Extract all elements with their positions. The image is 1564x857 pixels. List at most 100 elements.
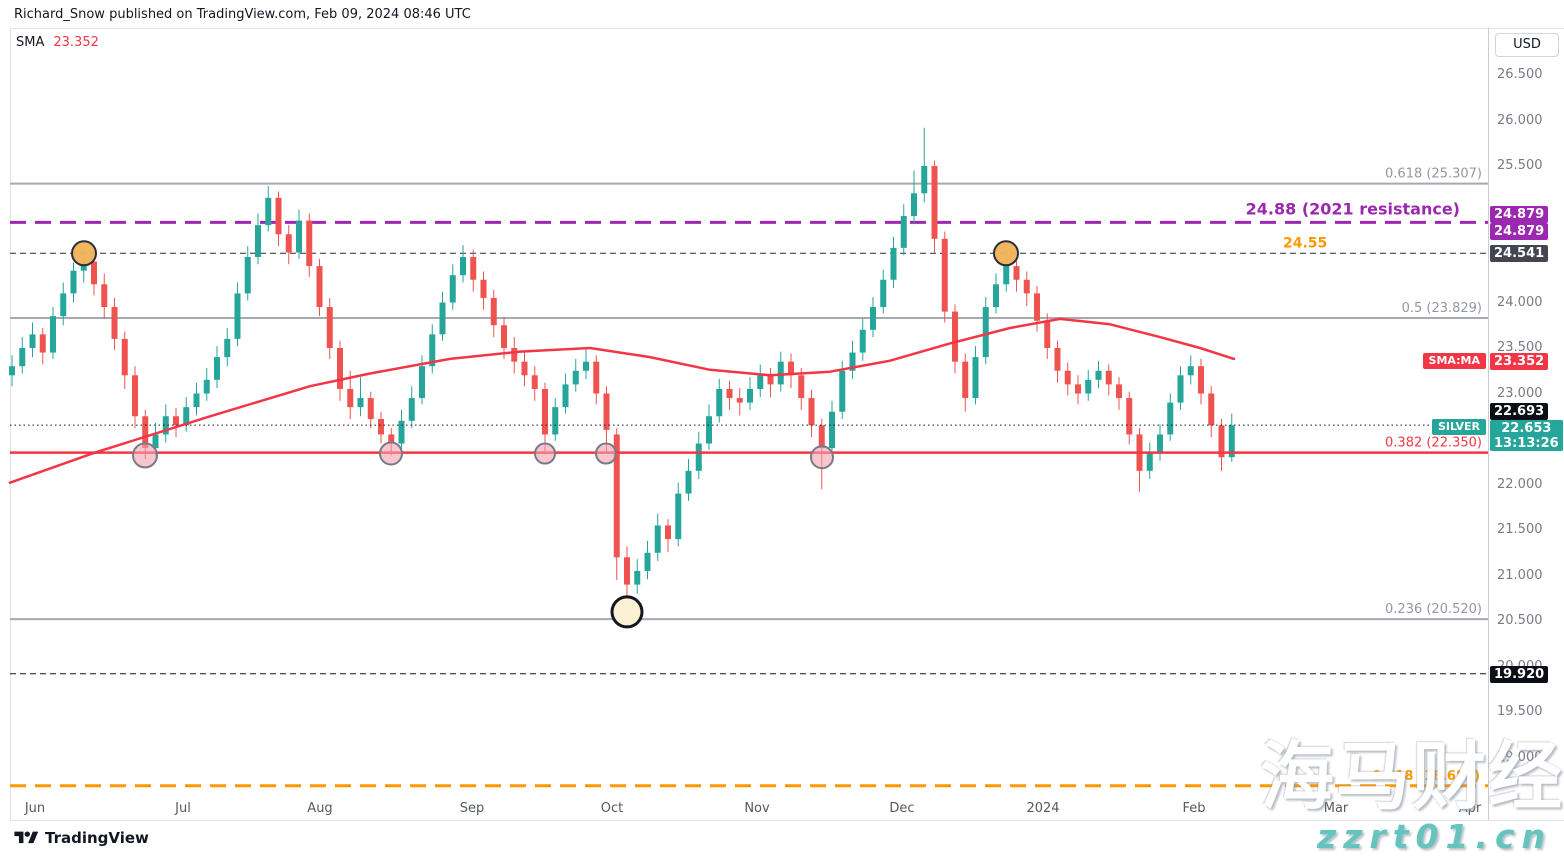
candle-body	[695, 443, 702, 471]
price-tick: 23.000	[1497, 385, 1543, 401]
time-axis-label: Oct	[600, 801, 624, 816]
axis-separator	[1488, 28, 1489, 820]
candle-body	[931, 166, 938, 239]
candle	[654, 513, 661, 561]
countdown-timer: 13:13:26	[1494, 436, 1559, 451]
candle-body	[1034, 293, 1040, 321]
candle-body	[624, 557, 630, 585]
candle-body	[9, 366, 15, 376]
levels-over	[10, 424, 1488, 454]
candle	[644, 540, 651, 580]
candle-body	[1208, 393, 1215, 426]
candle-body	[880, 279, 887, 308]
time-axis-label: Mar	[1323, 801, 1349, 816]
price-axis[interactable]: 26.500 26.000 25.500 24.000 23.500 23.000 22.0…	[1489, 28, 1564, 820]
candle	[285, 225, 292, 265]
candle	[183, 397, 190, 432]
time-axis-label: Dec	[889, 801, 915, 816]
footer-brand[interactable]: TradingView	[14, 829, 149, 847]
candle	[449, 264, 456, 310]
candle	[1157, 424, 1163, 461]
indicator-value: 23.352	[53, 35, 99, 50]
candle-body	[1157, 434, 1163, 453]
indicator-tag: SMA:MA	[1422, 353, 1486, 369]
candle	[1095, 360, 1102, 389]
candle-body	[890, 247, 897, 280]
candle-body	[839, 370, 846, 412]
candle	[870, 297, 876, 338]
candle-body	[1003, 266, 1010, 285]
candle	[193, 382, 200, 416]
price-tick: 19.000	[1497, 749, 1543, 765]
candle-body	[747, 388, 753, 403]
level-label-level-2455: 24.55	[1283, 235, 1327, 251]
candle-body	[706, 416, 712, 444]
time-axis[interactable]: Jun Jul Aug Sep Oct Nov Dec 2024 Feb Mar Apr	[10, 797, 1488, 820]
candle	[1126, 391, 1133, 445]
candle	[931, 160, 938, 253]
candle-body	[285, 234, 292, 253]
price-label-chip: 22.693	[1490, 403, 1549, 420]
candle-body	[972, 357, 979, 399]
candle-body	[429, 334, 436, 367]
symbol-tag: SILVER	[1431, 419, 1486, 435]
candle	[244, 246, 251, 301]
candle-body	[1218, 425, 1225, 458]
candle-body	[1116, 384, 1122, 399]
candle	[501, 317, 507, 359]
candle	[777, 351, 784, 392]
candle	[972, 346, 979, 405]
candle	[306, 213, 313, 278]
candle-body	[255, 225, 261, 257]
candle	[767, 368, 774, 398]
time-axis-label: Apr	[1458, 801, 1482, 816]
candle	[39, 327, 46, 365]
candle	[29, 322, 36, 358]
candle-body	[162, 416, 169, 435]
candle-body	[1095, 370, 1102, 380]
candle	[50, 307, 56, 359]
currency-button[interactable]: USD	[1495, 33, 1559, 57]
candle	[603, 386, 610, 453]
time-axis-label: 2024	[1026, 801, 1060, 816]
indicator-legend[interactable]: SMA 23.352	[16, 35, 99, 50]
candle-body	[736, 398, 743, 403]
candle-body	[583, 361, 589, 371]
candle-body	[460, 257, 466, 276]
candle-body	[398, 420, 405, 444]
candle	[398, 409, 405, 450]
candle-body	[357, 398, 364, 408]
candle-body	[1198, 366, 1204, 394]
candle-body	[173, 416, 179, 426]
candle-body	[911, 193, 917, 217]
candle-body	[982, 307, 989, 358]
candle	[1013, 258, 1020, 292]
candle	[849, 340, 856, 379]
time-axis-label: Feb	[1182, 801, 1206, 816]
candle-body	[849, 352, 856, 371]
candle-body	[121, 338, 128, 376]
candle	[880, 269, 887, 314]
tradingview-brand-text: TradingView	[45, 829, 149, 847]
candle	[1198, 358, 1204, 405]
candle	[962, 353, 969, 412]
price-tick: 19.500	[1497, 704, 1543, 719]
watermark-cjk: 海马财经	[1260, 734, 1564, 820]
candle-body	[439, 302, 446, 335]
candle	[726, 380, 733, 410]
candle	[736, 388, 743, 416]
candle-body	[1167, 402, 1174, 435]
level-label-fib-0618-bottom: 0.618 (18.689)	[1372, 769, 1480, 784]
candle	[911, 170, 917, 225]
candle	[460, 245, 466, 283]
candle-body	[1105, 370, 1112, 385]
candle	[60, 282, 67, 326]
candle-body	[480, 279, 487, 298]
candle-body	[767, 375, 774, 385]
orange-circle-1	[71, 240, 97, 267]
candle	[900, 204, 907, 256]
candle	[993, 273, 999, 314]
candle	[1167, 393, 1174, 441]
